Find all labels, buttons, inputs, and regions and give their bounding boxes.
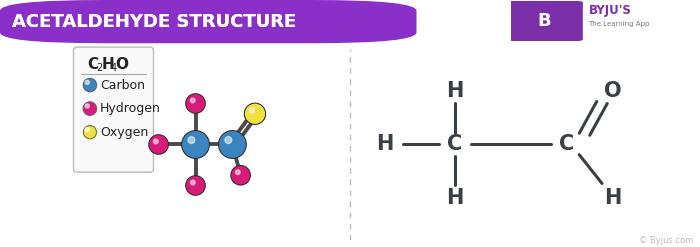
Text: H: H (377, 135, 393, 154)
Text: BYJU'S: BYJU'S (589, 4, 631, 17)
Circle shape (83, 126, 97, 139)
Text: C: C (447, 135, 463, 154)
FancyBboxPatch shape (74, 47, 153, 172)
Text: 2: 2 (96, 63, 102, 73)
Circle shape (235, 170, 240, 175)
Circle shape (150, 136, 167, 153)
Circle shape (246, 104, 265, 123)
Circle shape (231, 165, 250, 185)
Text: H: H (604, 188, 621, 208)
Circle shape (190, 180, 195, 185)
Text: H: H (447, 81, 463, 101)
Text: ACETALDEHYDE STRUCTURE: ACETALDEHYDE STRUCTURE (13, 13, 297, 31)
Circle shape (85, 104, 90, 108)
Text: The Learning App: The Learning App (589, 21, 650, 27)
Text: O: O (116, 57, 129, 72)
Circle shape (85, 80, 90, 84)
Circle shape (186, 94, 205, 113)
Text: 4: 4 (111, 63, 117, 73)
Text: B: B (538, 12, 551, 30)
Circle shape (187, 177, 204, 194)
Circle shape (183, 132, 208, 157)
Text: H: H (102, 57, 114, 72)
Text: © Byjus.com: © Byjus.com (638, 236, 693, 245)
FancyBboxPatch shape (505, 1, 583, 41)
Circle shape (218, 131, 246, 158)
Text: Hydrogen: Hydrogen (100, 102, 161, 115)
Circle shape (188, 137, 195, 144)
Text: Oxygen: Oxygen (100, 126, 148, 139)
Circle shape (149, 135, 168, 154)
Text: ACETALDEHYDE STRUCTURE: ACETALDEHYDE STRUCTURE (13, 13, 297, 31)
Circle shape (85, 127, 90, 132)
Circle shape (190, 98, 195, 103)
Circle shape (232, 167, 249, 184)
Circle shape (225, 137, 232, 144)
Text: C: C (87, 57, 98, 72)
Circle shape (186, 176, 205, 195)
Circle shape (83, 79, 97, 92)
Circle shape (153, 139, 158, 144)
Text: C: C (559, 135, 575, 154)
Text: Carbon: Carbon (100, 79, 145, 92)
Text: H: H (447, 188, 463, 208)
Circle shape (182, 131, 209, 158)
Circle shape (83, 102, 97, 115)
Text: O: O (603, 81, 622, 101)
Circle shape (187, 95, 204, 112)
FancyBboxPatch shape (0, 0, 416, 43)
Circle shape (244, 103, 265, 124)
Circle shape (249, 108, 255, 113)
Circle shape (220, 132, 245, 157)
